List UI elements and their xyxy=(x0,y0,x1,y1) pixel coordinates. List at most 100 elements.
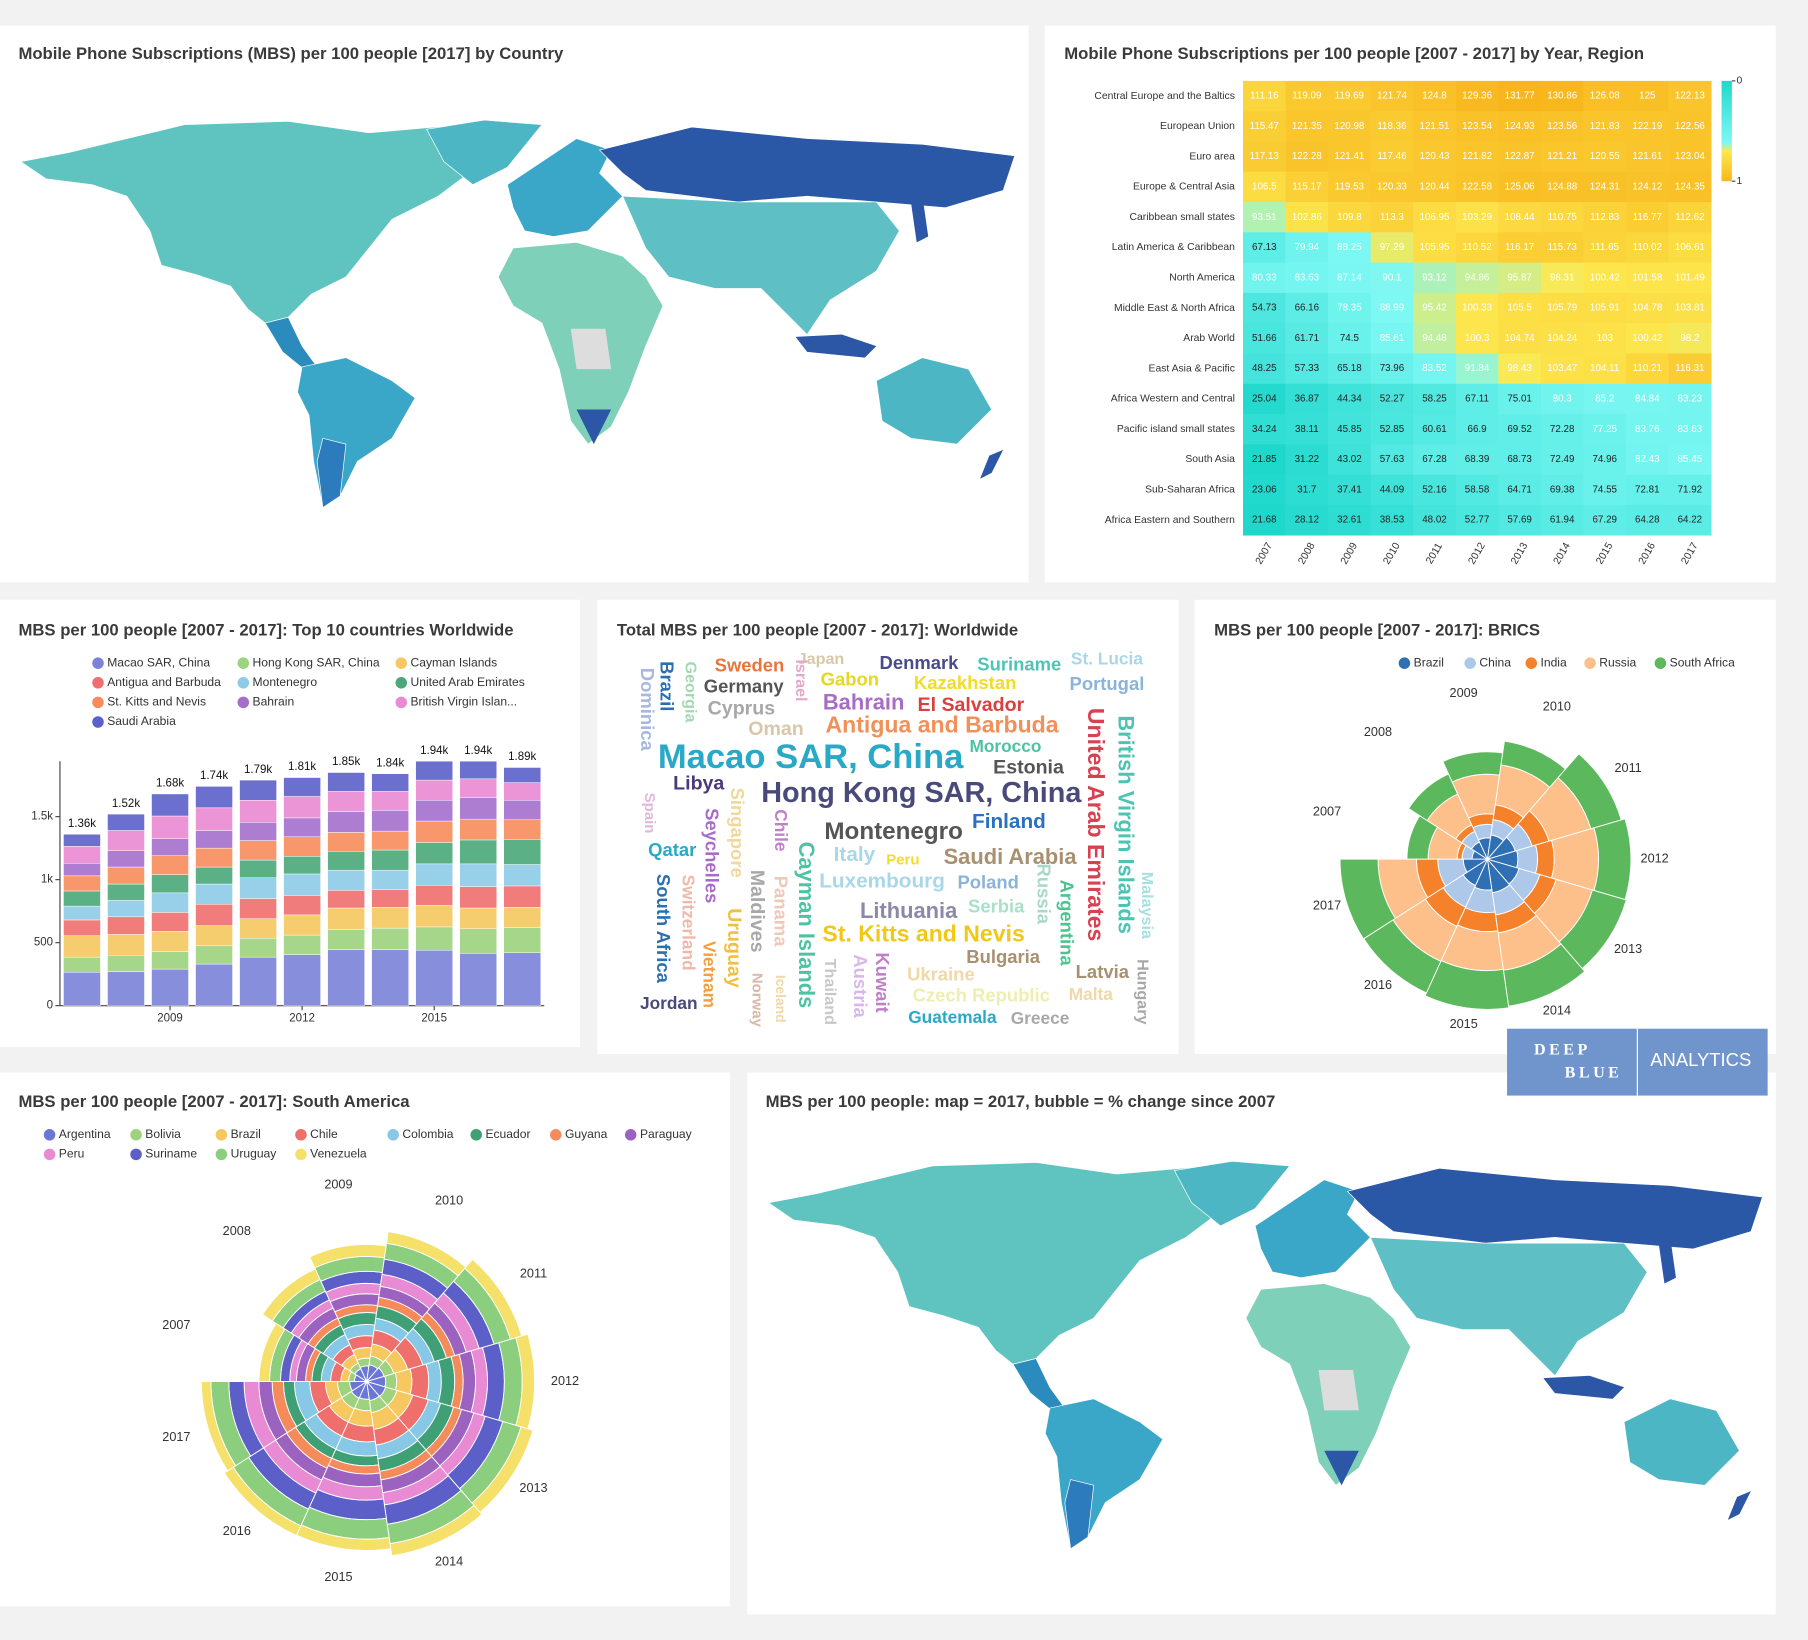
cell-label: 120.43 xyxy=(1420,151,1451,162)
word: Ukraine xyxy=(907,964,975,985)
heat-cell xyxy=(1370,504,1414,536)
heat-cell xyxy=(1413,111,1457,142)
y-tick-label: Middle East & North Africa xyxy=(1114,303,1235,314)
legend-marker xyxy=(92,696,104,709)
cell-label: 104.74 xyxy=(1505,333,1536,344)
cell-label: 124.31 xyxy=(1590,181,1620,192)
bar-segment xyxy=(107,916,145,935)
heat-cell xyxy=(1583,353,1627,385)
cell-label: 57.69 xyxy=(1507,515,1532,526)
bar-segment xyxy=(151,968,189,1006)
bar-segment xyxy=(151,931,189,952)
legend-label: China xyxy=(1479,655,1511,669)
bar-segment xyxy=(151,874,189,894)
heat-cell xyxy=(1583,80,1627,112)
heat-cell xyxy=(1285,292,1329,324)
polar-bar xyxy=(464,1258,523,1340)
word: Hungary xyxy=(1133,959,1151,1024)
cell-label: 125.06 xyxy=(1505,181,1536,192)
bar-segment xyxy=(239,956,277,1006)
heat-cell xyxy=(1498,444,1542,475)
total-label: 1.94k xyxy=(464,745,492,757)
cell-label: 100.33 xyxy=(1462,303,1493,314)
bar-segment xyxy=(239,877,277,899)
bar-segment xyxy=(327,811,365,833)
bar-segment xyxy=(327,949,365,1006)
chart-title: Total MBS per 100 people [2007 - 2017]: … xyxy=(617,620,1018,639)
bar-segment xyxy=(195,883,233,905)
cell-label: 108.44 xyxy=(1505,212,1536,223)
word: Austria xyxy=(850,954,871,1018)
legend-label: India xyxy=(1540,655,1566,669)
heat-cell xyxy=(1285,504,1329,536)
cell-label: 87.14 xyxy=(1337,272,1362,283)
bar-segment xyxy=(415,800,453,822)
cell-label: 103.47 xyxy=(1547,363,1577,374)
heat-cell xyxy=(1328,383,1372,415)
heat-cell xyxy=(1668,141,1712,173)
total-label: 1.94k xyxy=(420,745,448,757)
heat-cell xyxy=(1370,262,1414,294)
bar-segment xyxy=(503,927,541,953)
bar-segment xyxy=(151,855,189,875)
word: Estonia xyxy=(993,756,1065,778)
polar-bar xyxy=(471,1426,534,1514)
word: Poland xyxy=(957,871,1018,892)
word: Brazil xyxy=(656,661,677,711)
cell-label: 94.48 xyxy=(1422,333,1447,344)
bar-segment xyxy=(195,786,233,809)
heat-cell xyxy=(1455,292,1499,324)
heat-cell xyxy=(1328,323,1372,354)
polar-bar xyxy=(386,1231,467,1277)
bar-segment xyxy=(283,777,321,797)
bar-segment xyxy=(195,925,233,947)
bar-segment xyxy=(283,954,321,1006)
word: Lithuania xyxy=(860,898,958,923)
heat-cell xyxy=(1285,111,1329,142)
cell-label: 111.16 xyxy=(1250,91,1279,102)
angular-tick-label: 2007 xyxy=(162,1318,190,1332)
heat-cell xyxy=(1243,383,1286,415)
bar-segment xyxy=(371,927,409,950)
cell-label: 120.55 xyxy=(1590,151,1621,162)
legend-label: Antigua and Barbuda xyxy=(107,675,221,689)
word: Antigua and Barbuda xyxy=(826,712,1059,738)
angular-tick-label: 2009 xyxy=(324,1178,352,1192)
heat-cell xyxy=(1626,232,1669,263)
bar-segment xyxy=(503,782,541,801)
bar-segment xyxy=(283,914,321,936)
heat-cell xyxy=(1498,474,1542,506)
logo-text: BLUE xyxy=(1565,1064,1623,1081)
angular-tick-label: 2008 xyxy=(223,1224,251,1238)
legend-label: Brazil xyxy=(1414,655,1444,669)
heat-cell xyxy=(1668,292,1712,324)
word: Oman xyxy=(748,718,804,740)
word: St. Lucia xyxy=(1071,648,1143,668)
legend-marker xyxy=(43,1129,56,1141)
total-label: 1.85k xyxy=(332,756,360,768)
heat-cell xyxy=(1540,444,1584,475)
heat-cell xyxy=(1498,383,1542,415)
heat-cell xyxy=(1285,80,1329,112)
cell-label: 52.85 xyxy=(1380,424,1405,435)
heat-cell xyxy=(1413,80,1457,112)
word: Thailand xyxy=(821,959,839,1025)
word: Jordan xyxy=(640,993,698,1013)
y-tick-label: 0 xyxy=(47,1000,53,1012)
heat-cell xyxy=(1413,141,1457,173)
bar-segment xyxy=(327,851,365,871)
cell-label: 105.95 xyxy=(1420,242,1451,253)
word: Peru xyxy=(886,851,919,868)
polar-bar xyxy=(389,1504,483,1557)
bar-segment xyxy=(415,820,453,843)
word: Guatemala xyxy=(908,1007,997,1027)
polar-bar xyxy=(1339,858,1397,940)
heat-cell xyxy=(1328,111,1372,142)
heat-cell xyxy=(1540,262,1584,294)
word: Saudi Arabia xyxy=(944,844,1078,869)
heat-cell xyxy=(1455,262,1499,294)
bar-segment xyxy=(107,850,145,868)
bar-segment xyxy=(151,951,189,970)
y-tick-label: South Asia xyxy=(1185,454,1235,465)
chart-title: MBS per 100 people [2007 - 2017]: Top 10… xyxy=(18,620,513,639)
